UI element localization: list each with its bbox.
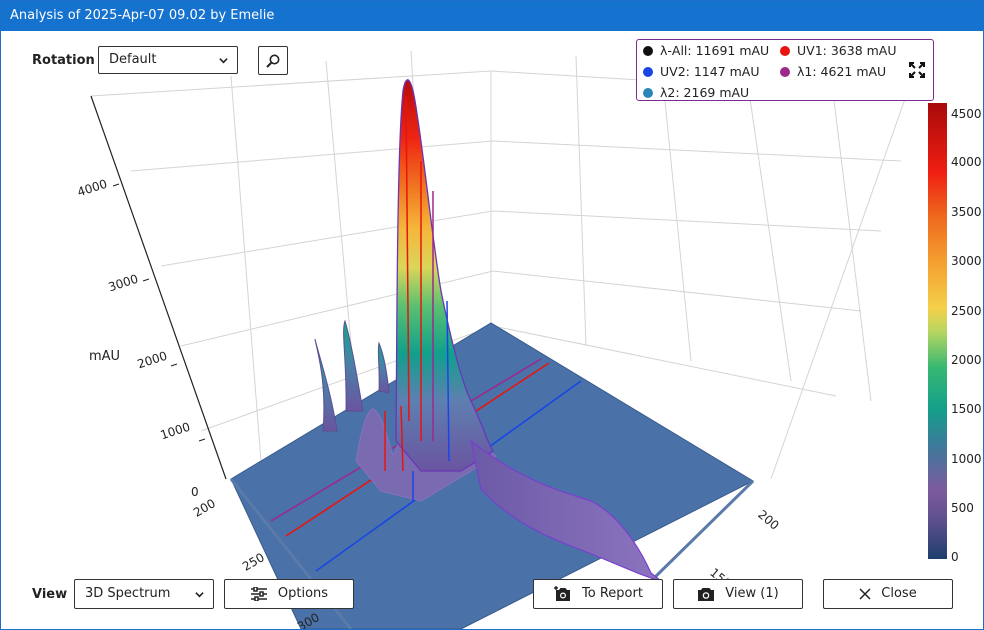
to-report-button[interactable]: To Report bbox=[533, 579, 663, 609]
search-icon bbox=[266, 54, 280, 68]
rotation-select[interactable]: Default bbox=[98, 46, 238, 74]
close-icon bbox=[859, 587, 871, 600]
3d-plot-area[interactable]: mAU 4000 3000 2000 1000 0 200 250 300 20… bbox=[1, 31, 983, 629]
camera-add-icon bbox=[554, 585, 571, 601]
legend-dot bbox=[643, 88, 653, 98]
cbar-tick-500: 500 bbox=[951, 501, 974, 515]
expand-icon[interactable] bbox=[909, 62, 925, 78]
z-axis-label: mAU bbox=[89, 349, 121, 364]
z-axis bbox=[90, 95, 227, 480]
cbar-tick-1000: 1000 bbox=[951, 452, 982, 466]
legend-item-lambda-all[interactable]: λ-All: 11691 mAU bbox=[643, 43, 769, 58]
legend-item-uv1[interactable]: UV1: 3638 mAU bbox=[780, 43, 897, 58]
close-button[interactable]: Close bbox=[823, 579, 953, 609]
3d-spectrum-chart[interactable] bbox=[1, 31, 983, 629]
camera-icon bbox=[698, 587, 715, 601]
spike-2 bbox=[343, 319, 364, 412]
cbar-tick-1500: 1500 bbox=[951, 402, 982, 416]
rotation-value: Default bbox=[109, 52, 157, 67]
legend-item-uv2[interactable]: UV2: 1147 mAU bbox=[643, 64, 760, 79]
legend-item-lambda2[interactable]: λ2: 2169 mAU bbox=[643, 85, 749, 100]
z-axis-ticks bbox=[112, 183, 206, 442]
plane-edge-right bbox=[649, 479, 755, 583]
z-tick-0: 0 bbox=[191, 485, 199, 499]
cbar-tick-4500: 4500 bbox=[951, 107, 982, 121]
view-select[interactable]: 3D Spectrum bbox=[74, 579, 214, 609]
rotation-label: Rotation bbox=[32, 53, 95, 68]
cbar-tick-3500: 3500 bbox=[951, 205, 982, 219]
cbar-tick-4000: 4000 bbox=[951, 155, 982, 169]
spike-3 bbox=[377, 341, 390, 394]
legend-dot bbox=[780, 67, 790, 77]
view-snapshot-button[interactable]: View (1) bbox=[673, 579, 803, 609]
cbar-tick-0: 0 bbox=[951, 550, 959, 564]
chevron-down-icon bbox=[219, 58, 228, 64]
options-button[interactable]: Options bbox=[224, 579, 354, 609]
colorbar bbox=[928, 103, 947, 559]
zoom-button[interactable] bbox=[258, 46, 288, 75]
legend: λ-All: 11691 mAU UV1: 3638 mAU UV2: 1147… bbox=[636, 39, 934, 101]
legend-dot bbox=[780, 46, 790, 56]
legend-dot bbox=[643, 67, 653, 77]
legend-dot bbox=[643, 46, 653, 56]
view-value: 3D Spectrum bbox=[85, 586, 171, 601]
sliders-icon bbox=[250, 585, 267, 602]
tail-ridge bbox=[470, 439, 662, 582]
cbar-tick-2500: 2500 bbox=[951, 304, 982, 318]
title-bar: Analysis of 2025-Apr-07 09.02 by Emelie bbox=[1, 1, 983, 31]
window-title: Analysis of 2025-Apr-07 09.02 by Emelie bbox=[10, 8, 275, 23]
spike-1 bbox=[314, 338, 338, 432]
cbar-tick-3000: 3000 bbox=[951, 254, 982, 268]
cbar-tick-2000: 2000 bbox=[951, 353, 982, 367]
peak-trace-lines bbox=[384, 95, 450, 501]
chevron-down-icon bbox=[195, 592, 204, 598]
legend-item-lambda1[interactable]: λ1: 4621 mAU bbox=[780, 64, 886, 79]
view-label: View bbox=[32, 587, 68, 602]
